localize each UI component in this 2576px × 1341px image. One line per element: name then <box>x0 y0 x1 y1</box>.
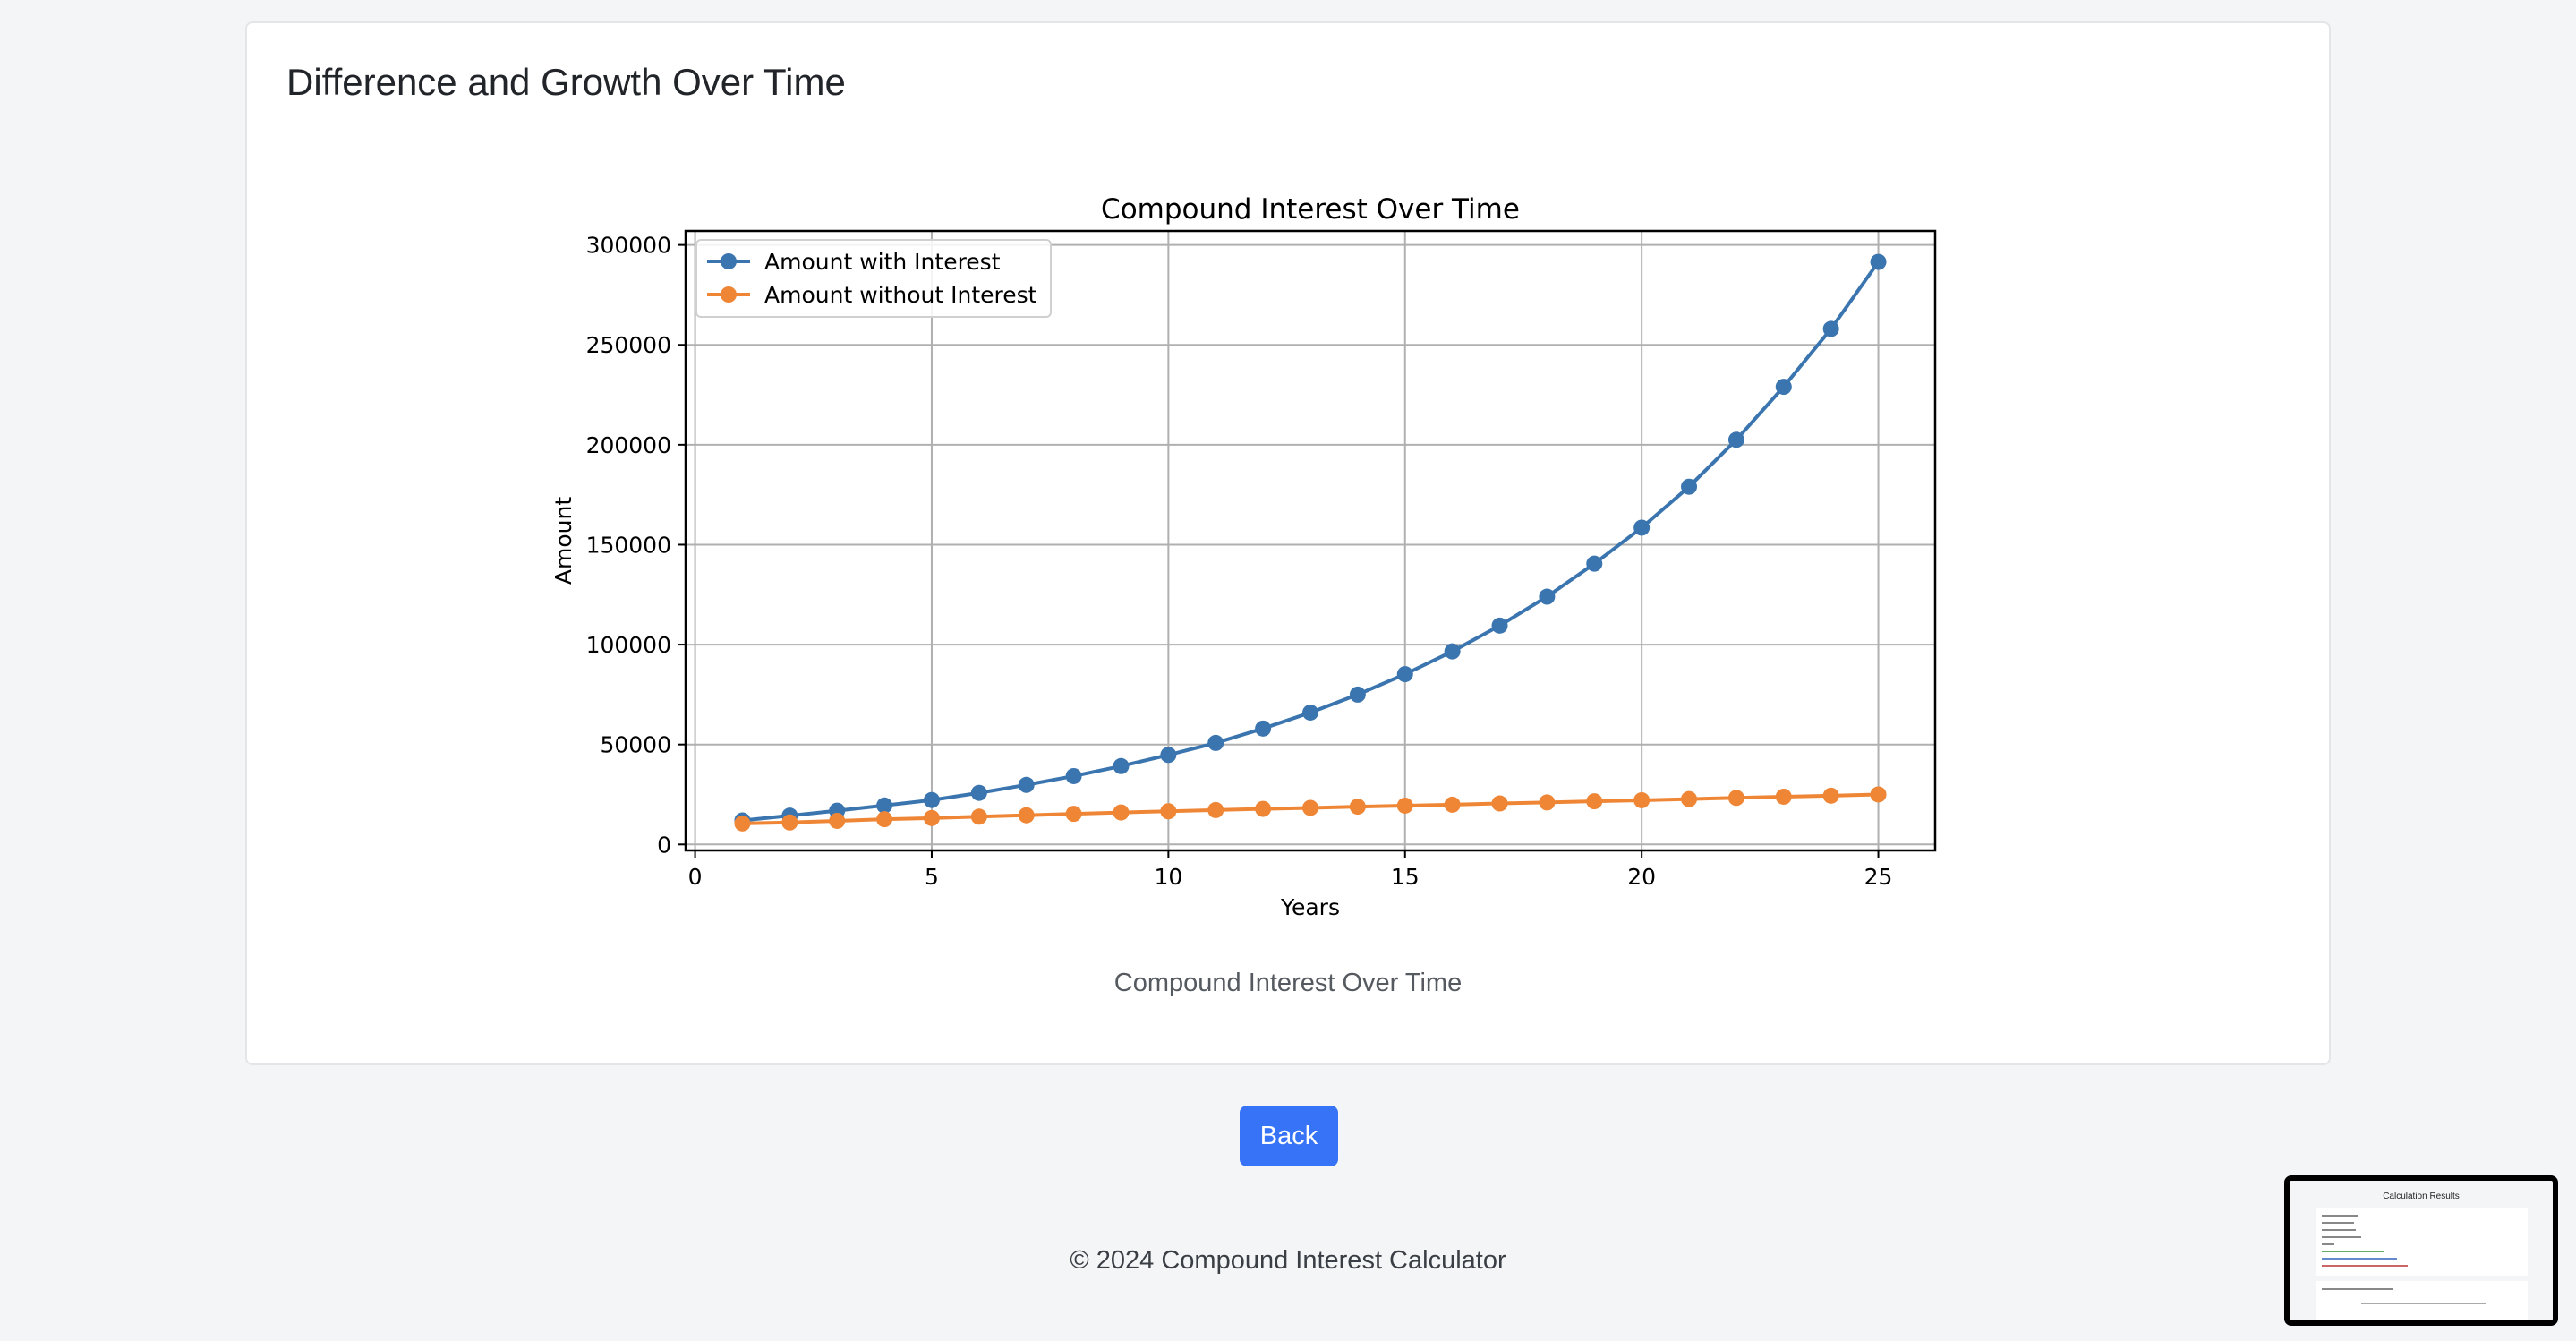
back-button[interactable]: Back <box>1240 1106 1338 1166</box>
legend-swatch-marker <box>721 253 737 269</box>
x-tick-label: 25 <box>1864 864 1893 890</box>
data-point-series-2 <box>1775 788 1792 805</box>
y-tick-label: 200000 <box>586 432 671 458</box>
data-point-series-1 <box>1491 617 1508 634</box>
data-point-series-1 <box>1727 431 1744 448</box>
data-point-series-1 <box>1586 555 1603 572</box>
data-point-series-1 <box>1633 519 1651 536</box>
x-tick-label: 0 <box>688 864 703 890</box>
data-point-series-2 <box>1444 796 1461 813</box>
data-point-series-2 <box>781 814 798 831</box>
data-point-series-2 <box>1302 799 1318 816</box>
data-point-series-1 <box>1870 253 1887 270</box>
compound-interest-chart: 0 5 10 15 20 25 0 50000 100000 150000 200000 250000… <box>550 193 1937 920</box>
data-point-series-1 <box>1160 747 1177 764</box>
x-axis-label: Years <box>1280 894 1340 920</box>
data-point-series-1 <box>876 797 893 814</box>
data-point-series-2 <box>1491 795 1508 812</box>
results-card: Difference and Growth Over Time 0 5 10 15 20… <box>245 21 2331 1065</box>
y-axis-label: Amount <box>550 497 576 585</box>
data-point-series-1 <box>1302 704 1318 721</box>
data-point-series-1 <box>1775 379 1792 396</box>
data-point-series-1 <box>1539 588 1556 605</box>
x-tick-label: 5 <box>925 864 939 890</box>
thumbnail-title: Calculation Results <box>2383 1192 2460 1201</box>
data-point-series-1 <box>1207 734 1224 751</box>
data-point-series-2 <box>1727 790 1744 807</box>
data-point-series-2 <box>1207 801 1224 818</box>
footer-copyright: © 2024 Compound Interest Calculator <box>1070 1246 1506 1275</box>
data-point-series-1 <box>1444 643 1461 660</box>
data-point-series-2 <box>1160 803 1177 820</box>
data-point-series-2 <box>1870 786 1887 803</box>
data-point-series-1 <box>1396 666 1413 683</box>
plot-frame <box>684 229 1937 852</box>
data-point-series-1 <box>923 791 940 808</box>
data-point-series-2 <box>1018 807 1035 824</box>
data-point-series-1 <box>1113 757 1130 774</box>
section-title: Difference and Growth Over Time <box>286 61 846 103</box>
data-point-series-1 <box>1822 320 1839 337</box>
data-point-series-1 <box>970 784 987 801</box>
data-point-series-1 <box>1255 720 1272 737</box>
chart-title: Compound Interest Over Time <box>1101 193 1520 226</box>
legend-box <box>695 239 1052 318</box>
data-point-series-2 <box>1255 800 1272 817</box>
data-point-series-2 <box>1065 806 1082 823</box>
x-tick-label: 10 <box>1154 864 1182 890</box>
y-tick-label: 150000 <box>586 532 671 558</box>
data-point-series-2 <box>1539 794 1556 811</box>
data-point-series-1 <box>1681 478 1698 495</box>
data-point-series-2 <box>923 809 940 826</box>
x-tick-label: 20 <box>1627 864 1656 890</box>
data-point-series-2 <box>876 811 893 828</box>
legend-entry: Amount without Interest <box>764 282 1037 308</box>
thumbnail-chart-card <box>2316 1281 2528 1320</box>
y-tick-label: 0 <box>657 832 671 858</box>
y-tick-label: 300000 <box>586 233 671 259</box>
preview-thumbnail[interactable]: Calculation Results <box>2284 1175 2558 1326</box>
data-point-series-2 <box>1822 787 1839 804</box>
data-point-series-1 <box>1018 776 1035 793</box>
data-point-series-2 <box>734 815 751 832</box>
y-tick-label: 100000 <box>586 632 671 658</box>
data-point-series-2 <box>1681 790 1698 807</box>
chart-caption: Compound Interest Over Time <box>1113 969 1463 997</box>
data-point-series-2 <box>829 812 846 829</box>
data-point-series-2 <box>1633 791 1651 808</box>
legend-entry: Amount with Interest <box>764 249 1001 275</box>
data-point-series-1 <box>1065 767 1082 784</box>
thumbnail-summary-card <box>2316 1208 2528 1276</box>
data-point-series-2 <box>970 808 987 825</box>
legend-swatch-marker <box>721 286 737 303</box>
data-point-series-2 <box>1113 804 1130 821</box>
data-point-series-2 <box>1396 797 1413 814</box>
data-point-series-2 <box>1586 793 1603 810</box>
y-tick-label: 50000 <box>600 732 671 758</box>
x-tick-label: 15 <box>1391 864 1420 890</box>
data-point-series-2 <box>1349 799 1366 816</box>
y-tick-label: 250000 <box>586 332 671 358</box>
data-point-series-1 <box>1349 686 1366 703</box>
